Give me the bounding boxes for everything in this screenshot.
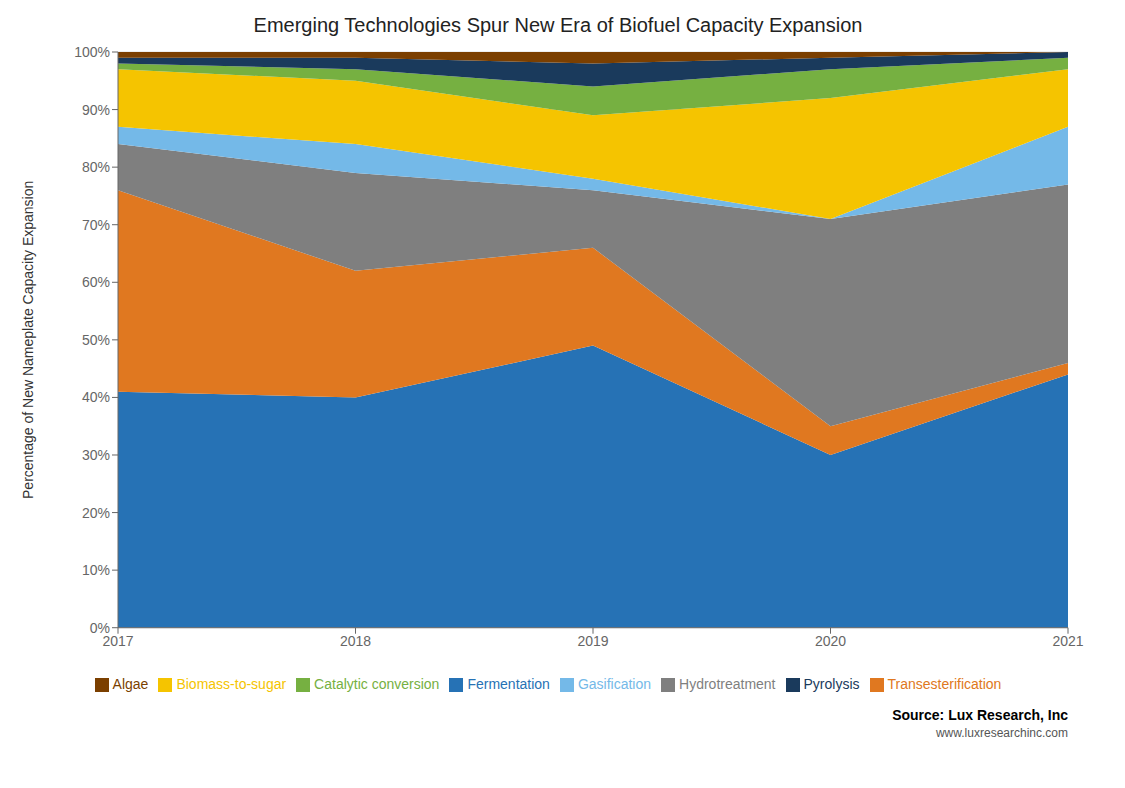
svg-text:2017: 2017	[102, 632, 134, 649]
svg-text:30%: 30%	[82, 447, 110, 463]
svg-text:70%: 70%	[82, 217, 110, 233]
html-text:Hydrotreatment: Hydrotreatment	[679, 675, 776, 692]
svg-text:0%: 0%	[90, 620, 110, 636]
html-text:Gasification: Gasification	[577, 675, 651, 692]
html-text:Biomass-to-sugar: Biomass-to-sugar	[176, 675, 287, 692]
svg-text:90%: 90%	[82, 102, 110, 118]
html-text:Fermentation: Fermentation	[467, 675, 550, 692]
svg-text:2021: 2021	[1052, 633, 1083, 649]
svg-text:80%: 80%	[82, 159, 110, 175]
svg-text:2019: 2019	[577, 633, 608, 649]
svg-text:20%: 20%	[82, 505, 110, 521]
html-text:Algae: Algae	[112, 675, 149, 692]
html-text:Emerging Technologies Spur New: Emerging Technologies Spur New Era of Bi…	[253, 14, 863, 36]
svg-text:Percentage of New Nameplate Ca: Percentage of New Nameplate Capacity Exp…	[20, 181, 36, 499]
svg-text:2020: 2020	[815, 633, 846, 649]
html-text:www.luxresearchinc.com: www.luxresearchinc.com	[936, 726, 1068, 740]
svg-text:10%: 10%	[82, 562, 110, 578]
svg-text:2018: 2018	[340, 633, 371, 649]
html-text:Source: Lux Research, Inc: Source: Lux Research, Inc	[892, 707, 1068, 723]
html-text:Transesterification: Transesterification	[887, 675, 1002, 692]
svg-text:40%: 40%	[82, 389, 110, 405]
html-text:Pyrolysis: Pyrolysis	[803, 675, 860, 692]
svg-text:60%: 60%	[82, 274, 110, 290]
svg-text:100%: 100%	[74, 44, 110, 60]
html-text:Catalytic conversion: Catalytic conversion	[314, 675, 440, 692]
svg-text:50%: 50%	[82, 332, 110, 348]
